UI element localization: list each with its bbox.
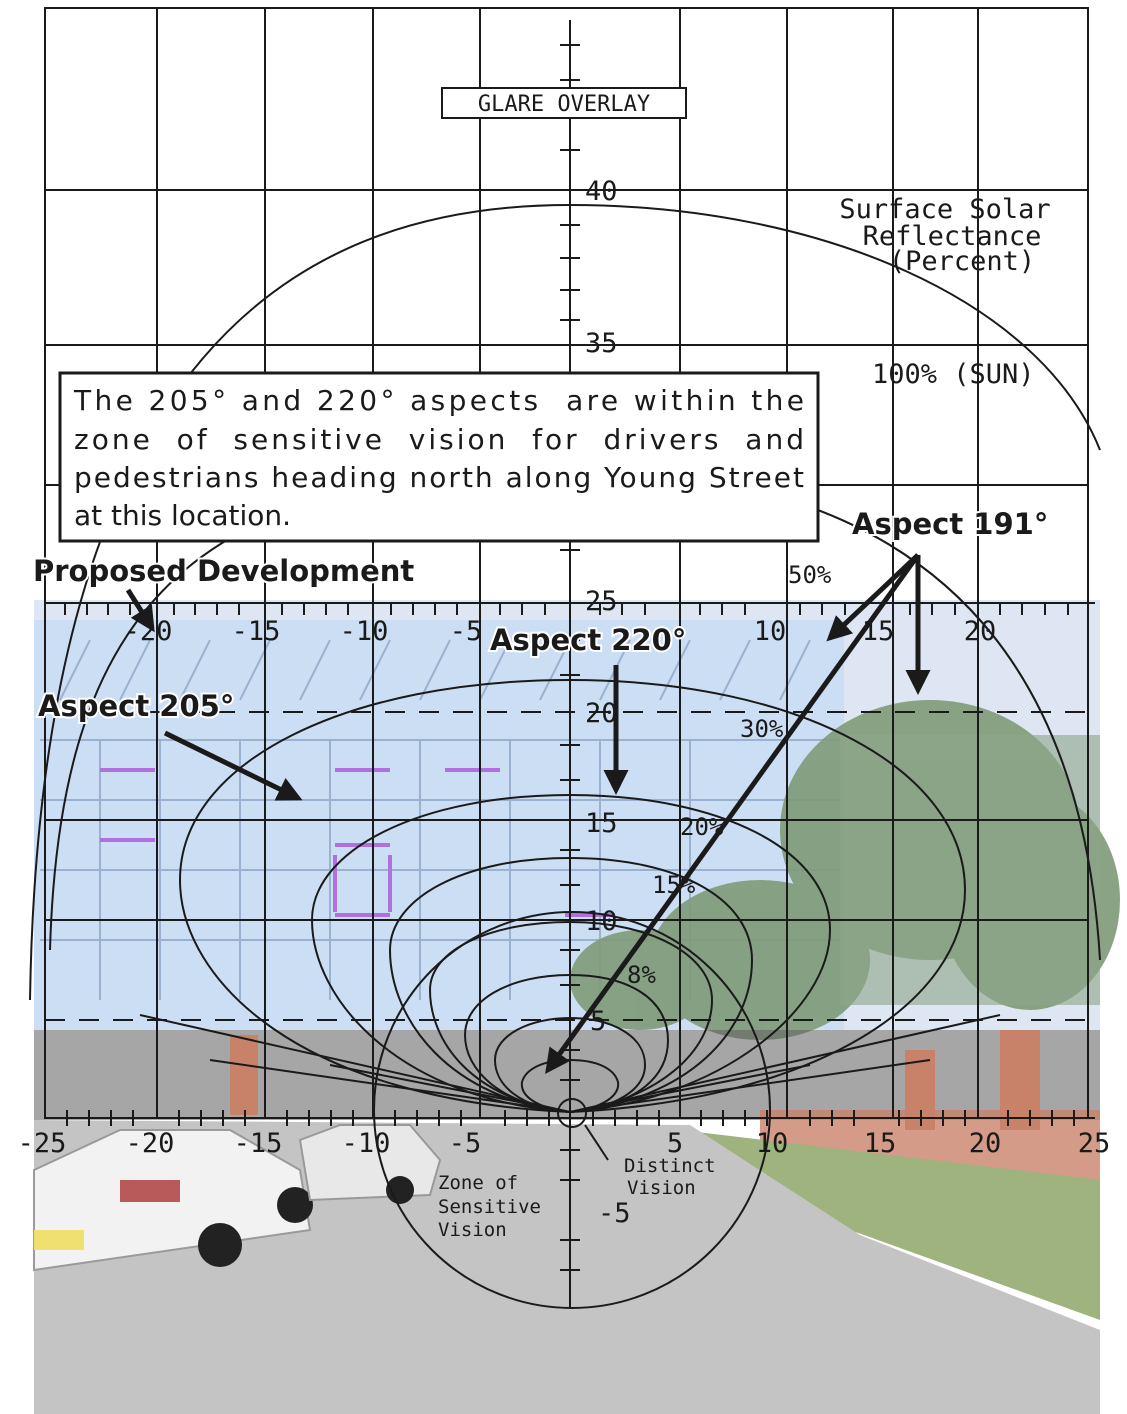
parked-cars xyxy=(33,1124,442,1272)
aspect-191-arrow-left xyxy=(826,553,920,642)
distinct-label-line-2: Vision xyxy=(627,1177,696,1199)
reflectance-label-8: 8% xyxy=(627,961,656,989)
y-tick-10: 10 xyxy=(585,906,618,937)
contour-20 xyxy=(310,793,832,1114)
note-box-frame xyxy=(58,371,820,543)
contour-30 xyxy=(178,678,967,1114)
aspect-205-arrow xyxy=(163,730,303,801)
y-tick-20: 20 xyxy=(585,698,618,729)
y-tick-5: 5 xyxy=(590,1006,606,1037)
aspect-220-label: Aspect 220° xyxy=(490,623,686,657)
aspect-205-label: Aspect 205° xyxy=(38,689,234,723)
distinct-label-line-1: Distinct xyxy=(624,1155,716,1177)
note-line-3: pedestrians heading north along Young St… xyxy=(74,461,804,494)
y-tick-35: 35 xyxy=(585,328,618,359)
legend-title-line-1: Surface Solar xyxy=(839,194,1050,225)
x-top-tick-20: 20 xyxy=(964,616,997,647)
contour-8 xyxy=(463,973,670,1114)
bottom-x-ruler xyxy=(45,1110,1095,1126)
tree-canopy-band xyxy=(840,735,1100,1005)
x-bottom-tick-10: 10 xyxy=(756,1128,789,1159)
sun-label: 100% (SUN) xyxy=(872,359,1035,390)
x-top-tick-10: 10 xyxy=(754,616,787,647)
x-bottom-tick-5: 5 xyxy=(667,1128,683,1159)
y-tick-minus-5: -5 xyxy=(598,1198,631,1229)
x-bottom-tick-minus-5: -5 xyxy=(449,1128,482,1159)
note-line-4: at this location. xyxy=(74,499,291,532)
reflectance-label-50: 50% xyxy=(788,561,832,589)
note-box: The 205° and 220° aspects are within the… xyxy=(58,371,820,543)
x-top-tick-minus-10: -10 xyxy=(340,616,389,647)
y-tick-25: 25 xyxy=(585,586,618,617)
x-bottom-tick-minus-10: -10 xyxy=(342,1128,391,1159)
building-facade-lines xyxy=(40,639,840,1000)
x-bottom-tick-15: 15 xyxy=(864,1128,897,1159)
contour-10 xyxy=(428,920,714,1114)
x-bottom-tick-25: 25 xyxy=(1078,1128,1111,1159)
distinct-vision-circle xyxy=(557,1098,587,1128)
x-bottom-tick-minus-25: -25 xyxy=(18,1128,67,1159)
contour-5 xyxy=(493,1016,647,1114)
note-line-2: zone of sensitive vision for drivers and xyxy=(74,423,804,456)
x-top-tick-minus-5: -5 xyxy=(450,616,483,647)
contour-3 xyxy=(520,1058,620,1114)
x-bottom-tick-minus-15: -15 xyxy=(234,1128,283,1159)
aspect-annotations: Proposed Development Aspect 191° Aspect … xyxy=(31,505,1050,725)
note-line-1: The 205° and 220° aspects are within the xyxy=(73,384,804,417)
aspect-191-label: Aspect 191° xyxy=(852,507,1048,541)
zone-of-sensitive-vision-circle xyxy=(373,911,771,1309)
reflectance-label-30: 30% xyxy=(740,715,784,743)
contour-15 xyxy=(388,856,754,1114)
glare-overlay-title-box xyxy=(441,87,687,119)
proposed-development-arrow xyxy=(125,588,155,633)
grass-verge xyxy=(680,1130,1100,1320)
x-top-tick-minus-15: -15 xyxy=(232,616,281,647)
zone-label-line-3: Vision xyxy=(438,1219,507,1241)
proposed-development-label: Proposed Development xyxy=(33,554,414,588)
y-tick-15: 15 xyxy=(585,808,618,839)
y-tick-40: 40 xyxy=(585,176,618,207)
x-bottom-tick-20: 20 xyxy=(969,1128,1002,1159)
x-bottom-tick-minus-20: -20 xyxy=(126,1128,175,1159)
glare-overlay-title: GLARE OVERLAY xyxy=(478,92,650,117)
legend-title-line-3: (Percent) xyxy=(889,246,1035,277)
sun-contour xyxy=(29,203,1101,1001)
zone-label-line-2: Sensitive xyxy=(438,1196,541,1218)
legend-title-line-2: Reflectance xyxy=(863,221,1042,252)
zone-label-line-1: Zone of xyxy=(438,1172,518,1194)
x-top-tick-15: 15 xyxy=(862,616,895,647)
aspect-arrows xyxy=(125,553,931,1075)
aspect-191-arrow-long xyxy=(545,553,921,1075)
